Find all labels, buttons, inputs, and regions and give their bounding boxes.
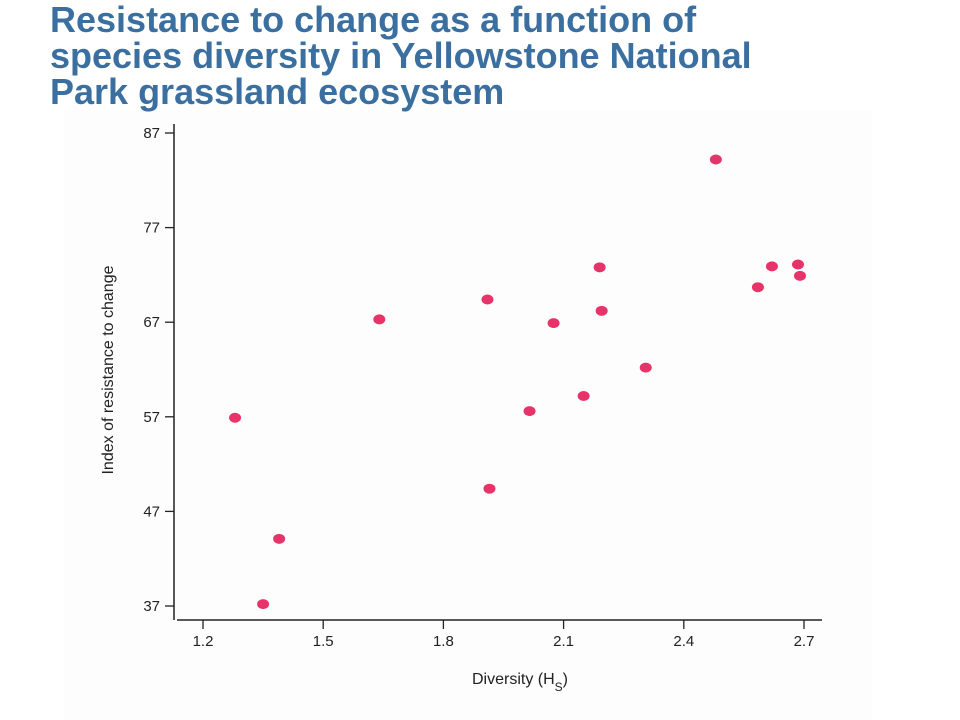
data-point xyxy=(751,282,764,293)
data-point xyxy=(791,259,804,270)
ticks: 37 47 57 67 77 87 1.2 1.5 1.8 2.1 2.4 2.7 xyxy=(143,125,814,650)
data-point xyxy=(595,305,608,316)
data-point xyxy=(639,362,652,373)
y-tick-label: 47 xyxy=(143,503,160,520)
x-tick-label: 1.8 xyxy=(433,633,454,650)
slide-title-line-1: Resistance to change as a function of xyxy=(50,0,697,40)
data-point xyxy=(373,314,386,325)
y-tick-label: 57 xyxy=(143,409,160,426)
data-point xyxy=(793,270,806,281)
data-point xyxy=(709,154,722,165)
data-point xyxy=(229,412,242,423)
slide-title-line-2: species diversity in Yellowstone Nationa… xyxy=(50,35,752,76)
y-tick-label: 87 xyxy=(143,125,160,142)
x-tick-label: 2.1 xyxy=(553,633,574,650)
y-axis-title: Index of resistance to change xyxy=(100,265,117,474)
data-point xyxy=(765,261,778,272)
x-tick-label: 2.7 xyxy=(794,633,815,650)
figure-panel xyxy=(64,110,872,720)
data-point xyxy=(523,406,536,417)
data-point xyxy=(593,262,606,273)
data-points xyxy=(229,154,806,610)
y-tick-label: 37 xyxy=(143,598,160,615)
data-point xyxy=(481,294,494,305)
slide-title: Resistance to change as a function of sp… xyxy=(50,2,930,110)
x-tick-label: 1.2 xyxy=(193,633,214,650)
data-point xyxy=(483,483,496,494)
data-point xyxy=(577,390,590,401)
data-point xyxy=(257,599,270,610)
y-tick-label: 67 xyxy=(143,314,160,331)
y-tick-label: 77 xyxy=(143,220,160,237)
axes xyxy=(173,124,822,621)
slide-title-line-3: Park grassland ecosystem xyxy=(50,71,505,112)
x-tick-label: 2.4 xyxy=(673,633,694,650)
x-axis-title: Diversity (HS) xyxy=(472,671,568,694)
data-point xyxy=(273,533,286,544)
x-tick-label: 1.5 xyxy=(313,633,334,650)
data-point xyxy=(547,318,560,329)
